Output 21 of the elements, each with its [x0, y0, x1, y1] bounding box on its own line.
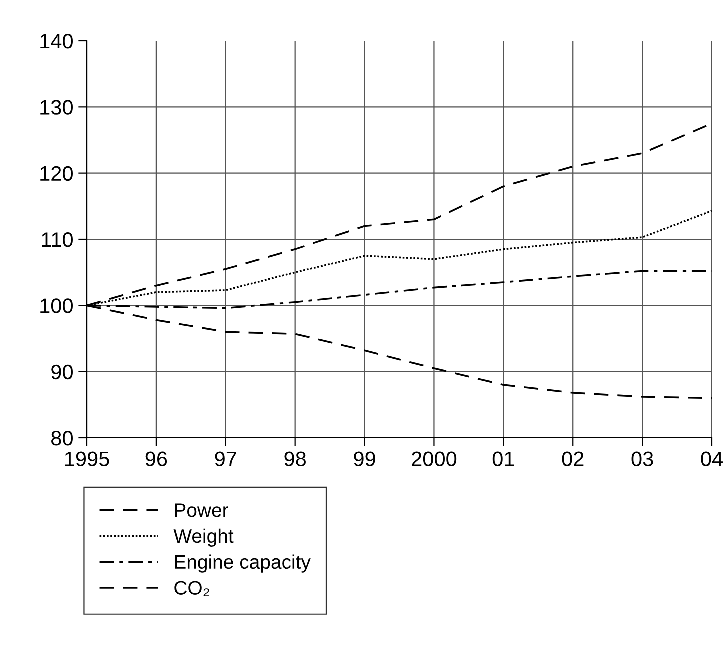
y-tick-label: 110	[42, 232, 73, 248]
x-tick-label: 98	[284, 452, 306, 466]
x-tick-label: 02	[562, 452, 584, 466]
legend-label: Power	[175, 504, 228, 518]
y-tick-label: 90	[52, 364, 73, 380]
legend-label: Weight	[174, 528, 234, 548]
x-tick-label: 04	[701, 452, 723, 466]
y-tick-label: 120	[40, 166, 73, 182]
x-tick-label: 96	[146, 452, 168, 466]
x-tick-label: 03	[632, 452, 654, 466]
y-tick-label: 100	[40, 298, 73, 314]
x-tick-label: 97	[215, 452, 236, 466]
legend-label: CO₂	[174, 581, 210, 596]
x-tick-label: 01	[492, 452, 514, 466]
y-tick-label: 130	[40, 100, 73, 115]
y-tick-label: 80	[52, 431, 73, 446]
y-tick-label: 140	[40, 34, 73, 49]
x-tick-label: 99	[354, 452, 376, 466]
x-tick-label: 2000	[412, 452, 457, 466]
legend-label: Engine capacity	[175, 554, 311, 573]
x-tick-label: 1995	[65, 452, 110, 466]
